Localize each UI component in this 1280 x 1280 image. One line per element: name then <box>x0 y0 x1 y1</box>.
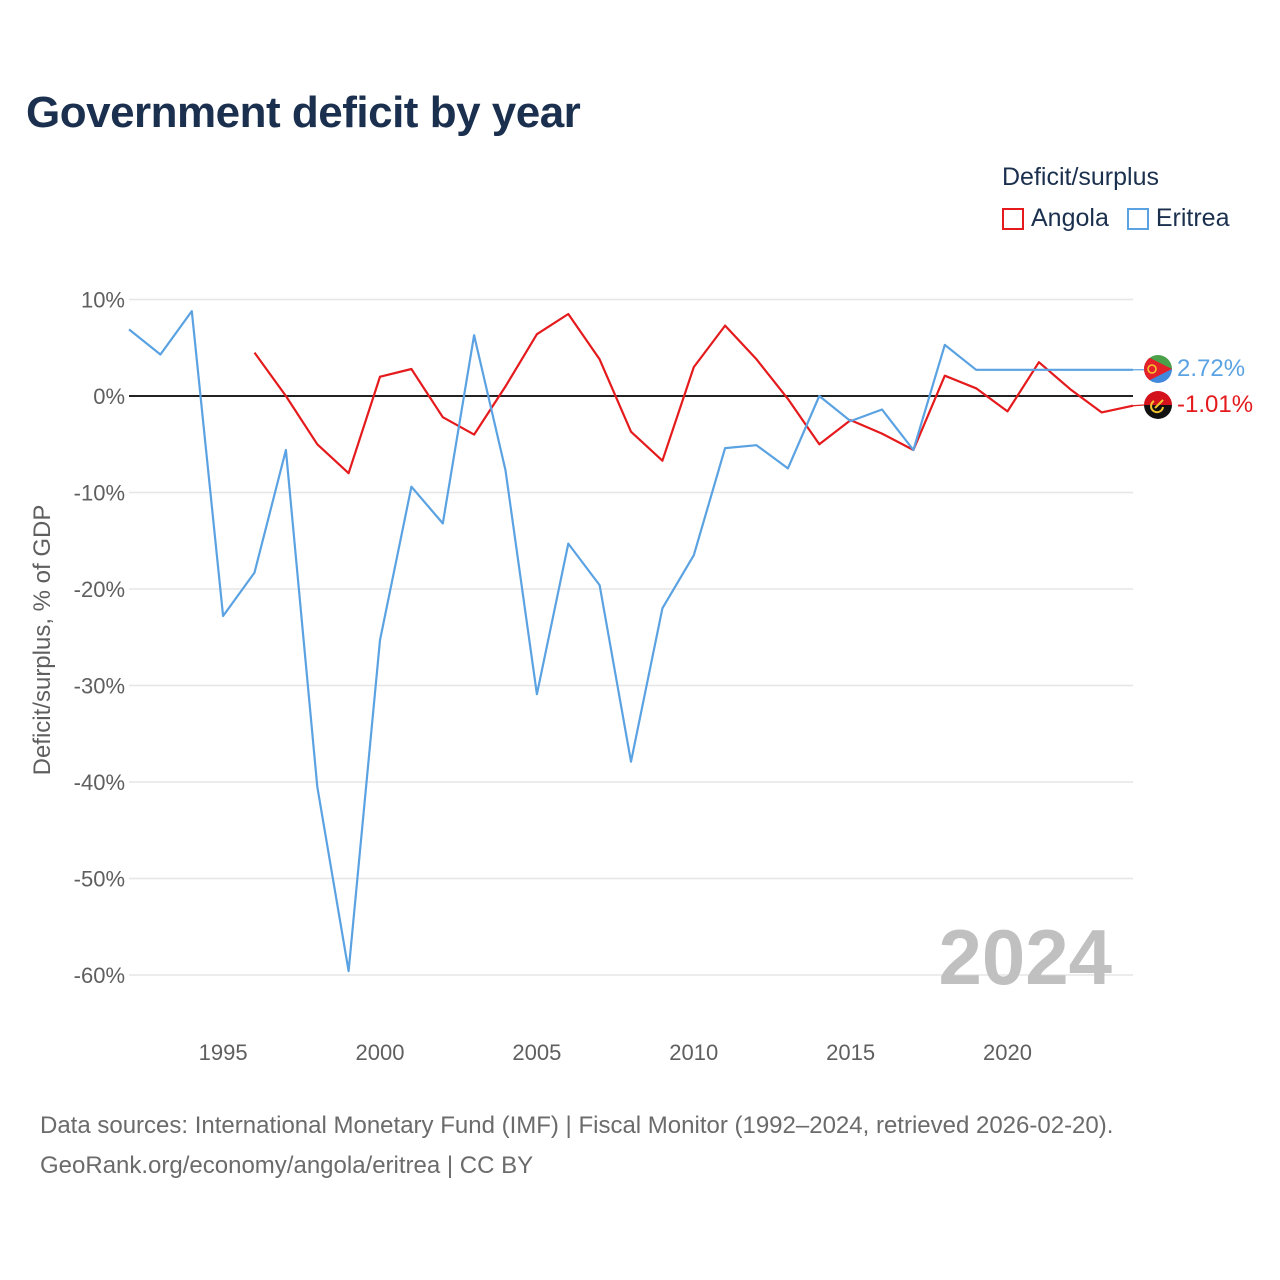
y-axis-ticks: 10% 0% -10% -20% -30% -40% -50% -60% <box>74 288 125 989</box>
footer-sources: Data sources: International Monetary Fun… <box>40 1112 1114 1139</box>
x-tick-label: 2020 <box>983 1040 1032 1065</box>
x-tick-label: 1995 <box>199 1040 248 1065</box>
eritrea-end-label: 2.72% <box>1177 355 1245 382</box>
y-tick-label: -10% <box>74 481 125 506</box>
line-chart: 10% 0% -10% -20% -30% -40% -50% -60% 1995 2000 20… <box>29 288 1253 1066</box>
gridlines <box>129 298 1133 976</box>
x-tick-label: 2005 <box>512 1040 561 1065</box>
legend-label-eritrea: Eritrea <box>1155 204 1230 232</box>
series-lines <box>128 310 1145 973</box>
x-axis-ticks: 1995 2000 2005 2010 2015 2020 <box>199 1040 1032 1065</box>
legend-swatch-eritrea <box>1126 207 1149 230</box>
footer: Data sources: International Monetary Fun… <box>40 1106 1113 1186</box>
y-tick-label: -50% <box>74 867 125 892</box>
series-line-eritrea[interactable] <box>128 310 1133 973</box>
chart-title: Government deficit by year <box>26 88 581 137</box>
eritrea-flag-icon <box>1144 355 1172 383</box>
y-tick-label: -60% <box>74 963 125 988</box>
y-tick-label: 0% <box>93 384 125 409</box>
legend: Angola Eritrea <box>1002 204 1230 233</box>
angola-end-connector <box>1132 404 1145 407</box>
angola-end-label: -1.01% <box>1177 391 1253 418</box>
y-tick-label: -30% <box>74 674 125 699</box>
legend-label-angola: Angola <box>1031 204 1109 232</box>
legend-item-eritrea[interactable]: Eritrea <box>1126 204 1230 233</box>
y-tick-label: -20% <box>74 577 125 602</box>
x-tick-label: 2000 <box>356 1040 405 1065</box>
y-axis-label: Deficit/surplus, % of GDP <box>29 505 56 776</box>
y-tick-label: -40% <box>74 770 125 795</box>
series-line-angola[interactable] <box>253 312 1134 475</box>
x-tick-label: 2010 <box>669 1040 718 1065</box>
x-tick-label: 2015 <box>826 1040 875 1065</box>
year-label: 2024 <box>938 913 1112 1001</box>
footer-attribution[interactable]: GeoRank.org/economy/angola/eritrea | CC … <box>40 1152 534 1179</box>
angola-flag-icon <box>1144 391 1172 419</box>
legend-swatch-angola <box>1002 207 1024 230</box>
legend-title: Deficit/surplus <box>1002 163 1159 191</box>
legend-item-angola[interactable]: Angola <box>1002 204 1109 233</box>
y-tick-label: 10% <box>81 288 125 313</box>
series-end-labels: 2.72% -1.01% <box>1144 355 1253 419</box>
